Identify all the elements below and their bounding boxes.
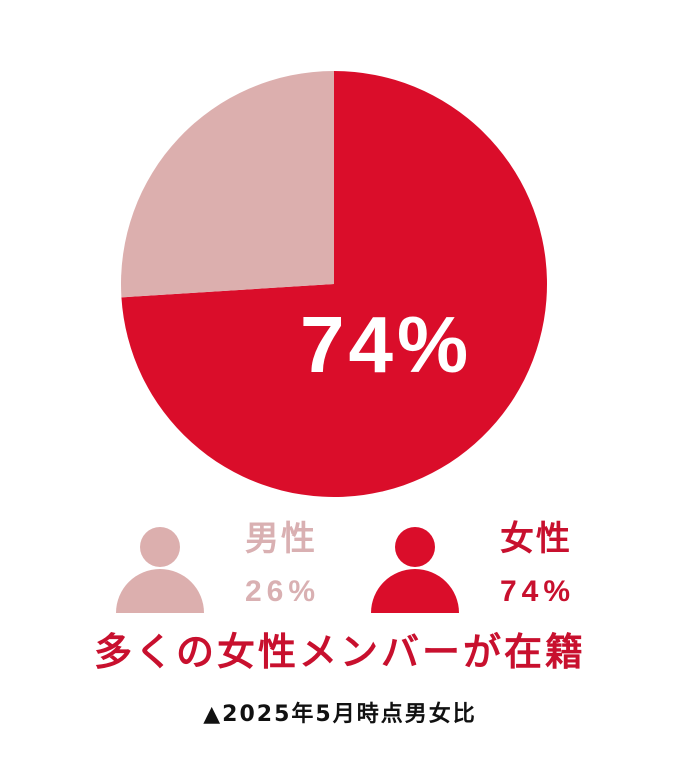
male-label: 男性 — [245, 519, 317, 559]
male-percentage: 26% — [245, 575, 321, 608]
male-person-icon-head — [140, 527, 180, 567]
pie-slice-female — [121, 71, 548, 497]
pie-chart — [120, 71, 548, 497]
female-legend: 女性 74% — [370, 515, 610, 615]
female-percentage: 74% — [500, 575, 576, 608]
female-label: 女性 — [500, 519, 572, 559]
female-person-icon-head — [395, 527, 435, 567]
footnote: ▲2025年5月時点男女比 — [203, 702, 477, 727]
male-person-icon — [115, 527, 205, 613]
pie-slice-male — [120, 71, 334, 298]
male-person-icon-body — [116, 569, 204, 613]
headline: 多くの女性メンバーが在籍 — [93, 630, 586, 674]
female-person-icon-body — [371, 569, 459, 613]
male-legend: 男性 26% — [115, 515, 355, 615]
center-percentage-label: 74% — [300, 300, 473, 389]
female-person-icon — [370, 527, 460, 613]
